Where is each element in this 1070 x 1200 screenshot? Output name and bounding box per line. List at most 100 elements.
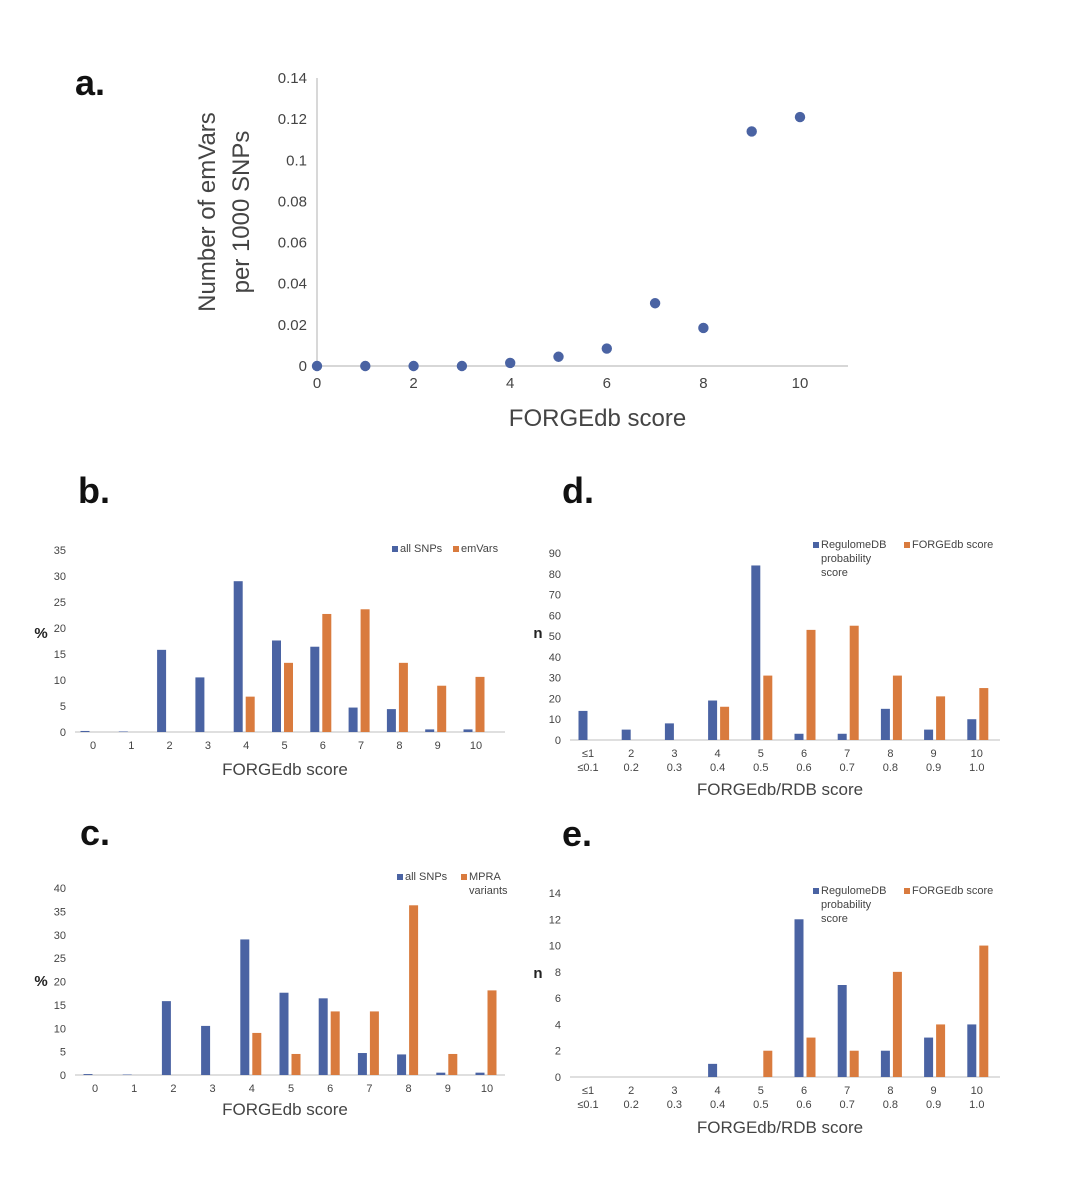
panel-d-bar-blue <box>880 708 890 740</box>
panel-d-bar-orange <box>763 675 773 740</box>
panel-c-x-tick-label: 3 <box>210 1083 216 1095</box>
panel-d-bar-orange <box>849 625 859 740</box>
panel-c-y-axis-label: % <box>34 973 47 990</box>
panel-d-x-tick-label-line2: 0.7 <box>840 762 855 774</box>
panel-e-x-tick-label: 10 <box>971 1085 983 1097</box>
panel-e-x-tick-label-line2: 0.7 <box>840 1099 855 1111</box>
panel-b-bar-blue <box>386 709 396 732</box>
panel-b-bar-blue <box>310 646 320 732</box>
panel-a-data-point <box>311 360 323 372</box>
panel-c-y-tick-label: 15 <box>54 1000 66 1012</box>
panel-b-x-tick-label: 5 <box>281 740 287 752</box>
panel-e-x-tick-label: 8 <box>887 1085 893 1097</box>
panel-d-x-tick-label: 8 <box>887 748 893 760</box>
panel-c-bar-orange <box>330 1011 340 1075</box>
panel-e-y-tick-label: 2 <box>555 1046 561 1058</box>
panel-c-bar-orange <box>487 990 497 1075</box>
panel-e-legend-entry: probability <box>821 899 872 911</box>
panel-c-x-tick-label: 6 <box>327 1083 333 1095</box>
panel-d-x-tick-label: 9 <box>931 748 937 760</box>
panel-e-y-tick-label: 0 <box>555 1072 561 1084</box>
panel-e-y-tick-label: 14 <box>549 888 561 900</box>
panel-b-bar-orange <box>398 662 408 732</box>
panel-c-x-axis-label: FORGEdb score <box>222 1100 348 1119</box>
panel-d-y-tick-label: 0 <box>555 735 561 747</box>
panel-b-y-tick-label: 20 <box>54 623 66 635</box>
panel-a-y-tick-label: 0.1 <box>286 152 307 169</box>
panel-d-label: d. <box>562 470 594 511</box>
panel-a-x-tick-label: 8 <box>699 375 707 392</box>
panel-d-x-tick-label-line2: 0.3 <box>667 762 682 774</box>
panel-b-x-axis-label: FORGEdb score <box>222 760 348 779</box>
panel-a-data-point <box>698 322 709 334</box>
panel-d-x-tick-label-line2: 0.8 <box>883 762 898 774</box>
panel-b-y-tick-label: 0 <box>60 727 66 739</box>
panel-d-bar-blue <box>837 733 847 740</box>
panel-c-x-tick-label: 10 <box>481 1083 493 1095</box>
panel-c-bar-blue <box>83 1074 93 1075</box>
panel-e-x-tick-label-line2: ≤0.1 <box>577 1099 598 1111</box>
panel-d-bar-blue <box>967 719 977 740</box>
panel-d-x-tick-label: 6 <box>801 748 807 760</box>
panel-c-y-tick-label: 35 <box>54 906 66 918</box>
panel-a-x-tick-label: 0 <box>313 375 321 392</box>
panel-e-legend-entry: RegulomeDB <box>821 885 886 897</box>
panel-d-x-axis-label: FORGEdb/RDB score <box>697 780 863 799</box>
panel-e-bar-blue <box>837 985 847 1077</box>
panel-e-y-tick-label: 6 <box>555 993 561 1005</box>
panel-a-label: a. <box>75 62 105 103</box>
panel-a-x-tick-label: 10 <box>792 375 809 392</box>
panel-e-y-tick-label: 4 <box>555 1019 561 1031</box>
panel-e-x-tick-label: 3 <box>671 1085 677 1097</box>
panel-b-legend-entry: all SNPs <box>400 543 443 555</box>
panel-b-bar-blue <box>425 729 435 732</box>
panel-b-x-tick-label: 3 <box>205 740 211 752</box>
panel-e-x-tick-label-line2: 0.5 <box>753 1099 768 1111</box>
panel-c-bar-blue <box>201 1025 211 1075</box>
panel-e-x-axis-label: FORGEdb/RDB score <box>697 1118 863 1137</box>
panel-e-x-tick-label-line2: 0.4 <box>710 1099 725 1111</box>
panel-d-bar-orange <box>936 696 946 740</box>
panel-a-data-point <box>505 357 516 369</box>
panel-c-x-tick-label: 9 <box>445 1083 451 1095</box>
panel-b-y-tick-label: 30 <box>54 571 66 583</box>
panel-b-bar-blue <box>80 730 90 732</box>
panel-c-y-tick-label: 40 <box>54 883 66 895</box>
panel-b-bar-blue <box>348 707 358 732</box>
panel-d-x-tick-label-line2: 0.2 <box>624 762 639 774</box>
panel-e-x-tick-label: 5 <box>758 1085 764 1097</box>
panel-d-y-tick-label: 70 <box>549 590 561 602</box>
panel-a-data-point <box>408 360 419 372</box>
panel-c-x-tick-label: 1 <box>131 1083 137 1095</box>
panel-c-bar-blue <box>397 1054 407 1075</box>
panel-e-bar-orange <box>892 971 902 1077</box>
panel-e-legend-swatch <box>904 888 910 894</box>
panel-e-y-tick-label: 12 <box>549 914 561 926</box>
panel-a-y-tick-label: 0.08 <box>278 193 307 210</box>
panel-d-y-tick-label: 50 <box>549 631 561 643</box>
panel-a-data-point <box>649 298 661 309</box>
panel-a-data-point <box>601 343 612 354</box>
panel-c-legend-entry: all SNPs <box>405 871 448 883</box>
panel-b-bar-blue <box>463 729 473 732</box>
panel-c-bar-blue <box>475 1072 485 1075</box>
panel-e-x-tick-label-line2: 0.2 <box>624 1099 639 1111</box>
panel-a-data-point <box>456 360 468 372</box>
panel-e-bar-blue <box>708 1063 718 1077</box>
panel-e-bar-orange <box>936 1024 946 1077</box>
panel-b-x-tick-label: 9 <box>435 740 441 752</box>
panel-c-legend-entry: MPRA <box>469 871 501 883</box>
panel-b-y-tick-label: 10 <box>54 675 66 687</box>
panel-e-bar-orange <box>979 945 989 1077</box>
panel-a-x-tick-label: 4 <box>506 375 514 392</box>
panel-d-x-tick-label-line2: 1.0 <box>969 762 984 774</box>
panel-d-bar-blue <box>708 700 718 740</box>
panel-c-x-tick-label: 5 <box>288 1083 294 1095</box>
panel-c-y-tick-label: 25 <box>54 953 66 965</box>
panel-c-bar-blue <box>357 1053 367 1075</box>
panel-d-x-tick-label-line2: 0.6 <box>796 762 811 774</box>
panel-d-x-tick-label: 5 <box>758 748 764 760</box>
panel-e-legend-entry: FORGEdb score <box>912 885 993 897</box>
panel-b-y-tick-label: 5 <box>60 701 66 713</box>
